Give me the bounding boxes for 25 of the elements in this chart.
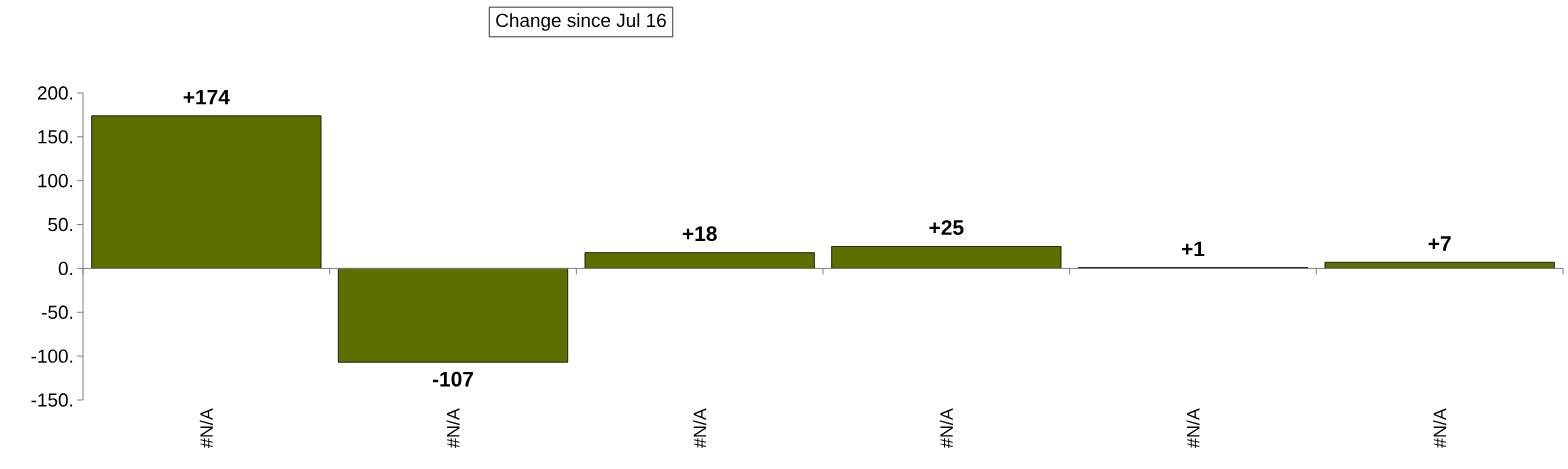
y-tick-label: -50. <box>42 305 73 319</box>
x-tick-label: #N/A <box>199 408 213 448</box>
y-tick-label: 200. <box>37 86 73 100</box>
y-tick-label: 150. <box>38 130 73 144</box>
bar <box>337 268 569 363</box>
x-tick-label: #N/A <box>1186 408 1200 448</box>
chart-title: Change since Jul 16 <box>496 13 666 31</box>
x-tick-label: #N/A <box>1433 408 1447 448</box>
data-label: +174 <box>183 89 230 105</box>
x-tick-label: #N/A <box>693 408 707 448</box>
bar <box>831 246 1062 269</box>
data-label: +18 <box>682 226 717 242</box>
y-tick-label: -100. <box>31 349 73 363</box>
y-tick-label: -150. <box>31 393 73 407</box>
y-tick-label: 100. <box>38 174 73 188</box>
x-tick-label: #N/A <box>446 408 460 448</box>
y-tick-label: 50. <box>48 217 73 232</box>
data-label: +7 <box>1428 236 1451 251</box>
x-tick-label: #N/A <box>939 408 953 448</box>
data-label: +1 <box>1181 241 1205 257</box>
bar <box>91 115 322 269</box>
y-tick-label: 0. <box>58 261 73 276</box>
data-label: +25 <box>929 220 964 235</box>
bar <box>584 252 815 269</box>
data-label: -107 <box>432 371 474 387</box>
